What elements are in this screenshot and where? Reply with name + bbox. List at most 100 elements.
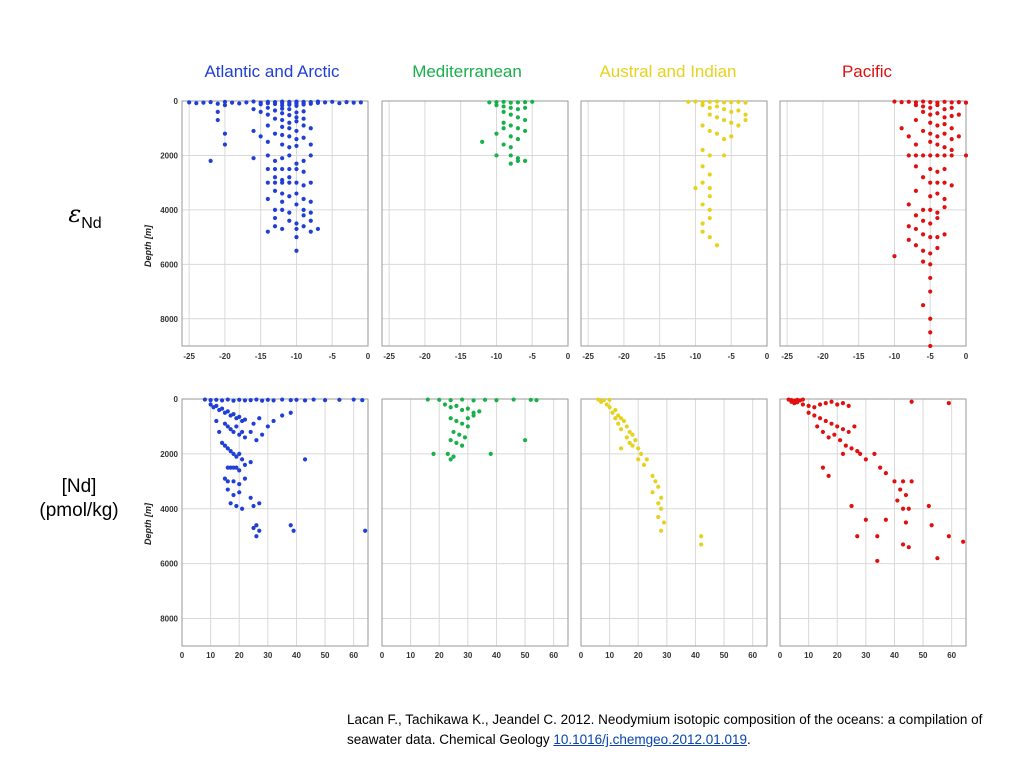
data-point [237, 397, 242, 402]
data-point [515, 107, 521, 112]
data-point [872, 451, 877, 456]
data-point [308, 126, 313, 131]
data-point [659, 506, 664, 511]
data-point [462, 435, 468, 440]
data-point [714, 99, 720, 104]
data-point [265, 112, 270, 117]
data-point [935, 210, 940, 215]
data-point [272, 188, 278, 193]
data-point [508, 100, 513, 105]
data-point [935, 235, 940, 240]
panel-frame [381, 398, 569, 647]
data-point [913, 142, 919, 147]
x-tick-label: 60 [748, 651, 757, 660]
x-tick-label: -15 [255, 352, 267, 361]
x-tick-label: -25 [183, 352, 195, 361]
data-point [909, 479, 914, 484]
data-point [272, 166, 278, 172]
data-point [251, 99, 256, 104]
data-point [949, 100, 954, 105]
data-point [351, 100, 356, 105]
data-point [829, 399, 834, 404]
data-point [272, 131, 278, 136]
data-point [294, 137, 299, 142]
data-point [650, 473, 655, 478]
data-point [425, 397, 430, 402]
data-point [693, 186, 698, 191]
data-point [248, 495, 253, 500]
data-point [454, 440, 459, 446]
x-tick-label: -10 [491, 352, 503, 361]
data-point [800, 397, 805, 402]
data-point [301, 109, 306, 114]
x-tick-label: 50 [321, 651, 330, 660]
data-point [228, 427, 233, 432]
data-point [228, 501, 233, 506]
data-point [636, 457, 641, 462]
citation-doi-link[interactable]: 10.1016/j.chemgeo.2012.01.019 [553, 732, 748, 747]
data-point [344, 99, 349, 105]
data-point [482, 397, 488, 402]
data-point [900, 542, 906, 547]
data-point [501, 99, 506, 104]
panel-r1-c0: 0 10 20 30 40 50 60 0 2000 4000 6000 8000 [160, 395, 369, 660]
data-point [942, 115, 947, 120]
data-point [494, 153, 499, 158]
data-point [878, 465, 883, 470]
data-point [272, 175, 278, 180]
data-point [294, 180, 299, 185]
y-tick-label: 6000 [160, 560, 178, 569]
data-point [225, 479, 230, 484]
data-point [522, 99, 528, 105]
data-point [508, 134, 513, 139]
data-point [265, 397, 270, 402]
data-point [956, 112, 961, 117]
data-point [928, 251, 933, 256]
data-point [477, 409, 482, 414]
data-point [707, 172, 712, 177]
data-point [242, 398, 248, 403]
data-point [294, 128, 299, 134]
data-point [949, 147, 954, 153]
data-point [707, 215, 712, 221]
data-point [202, 397, 207, 402]
data-point [942, 205, 947, 210]
data-point [920, 259, 926, 264]
data-point [618, 446, 624, 451]
data-point [271, 418, 276, 424]
data-point [460, 421, 465, 426]
data-point [258, 102, 263, 107]
data-point [454, 418, 459, 424]
x-tick-label: 40 [492, 651, 501, 660]
data-point [644, 457, 649, 462]
data-point [208, 99, 213, 105]
data-point [280, 207, 285, 212]
data-point [895, 498, 900, 503]
data-point [260, 432, 265, 437]
data-point [736, 99, 741, 104]
data-point [641, 462, 647, 467]
data-point [448, 416, 453, 421]
data-point [225, 487, 230, 492]
panel-frame [580, 398, 768, 647]
data-point [239, 506, 245, 511]
data-point [287, 175, 292, 180]
data-point [928, 105, 933, 110]
data-point [942, 145, 947, 150]
data-point [883, 517, 888, 522]
data-point [244, 100, 249, 105]
x-tick-label: -5 [529, 352, 537, 361]
data-point [242, 417, 248, 422]
data-point [308, 229, 313, 234]
data-point [522, 128, 528, 134]
data-point [935, 191, 940, 196]
data-point [287, 210, 292, 215]
data-point [222, 142, 228, 147]
data-point [743, 112, 748, 117]
data-point [946, 534, 951, 539]
data-point [714, 104, 720, 109]
data-point [237, 432, 242, 437]
x-tick-label: 0 [778, 651, 783, 660]
y-tick-label: 8000 [160, 315, 178, 324]
data-point [928, 112, 933, 117]
